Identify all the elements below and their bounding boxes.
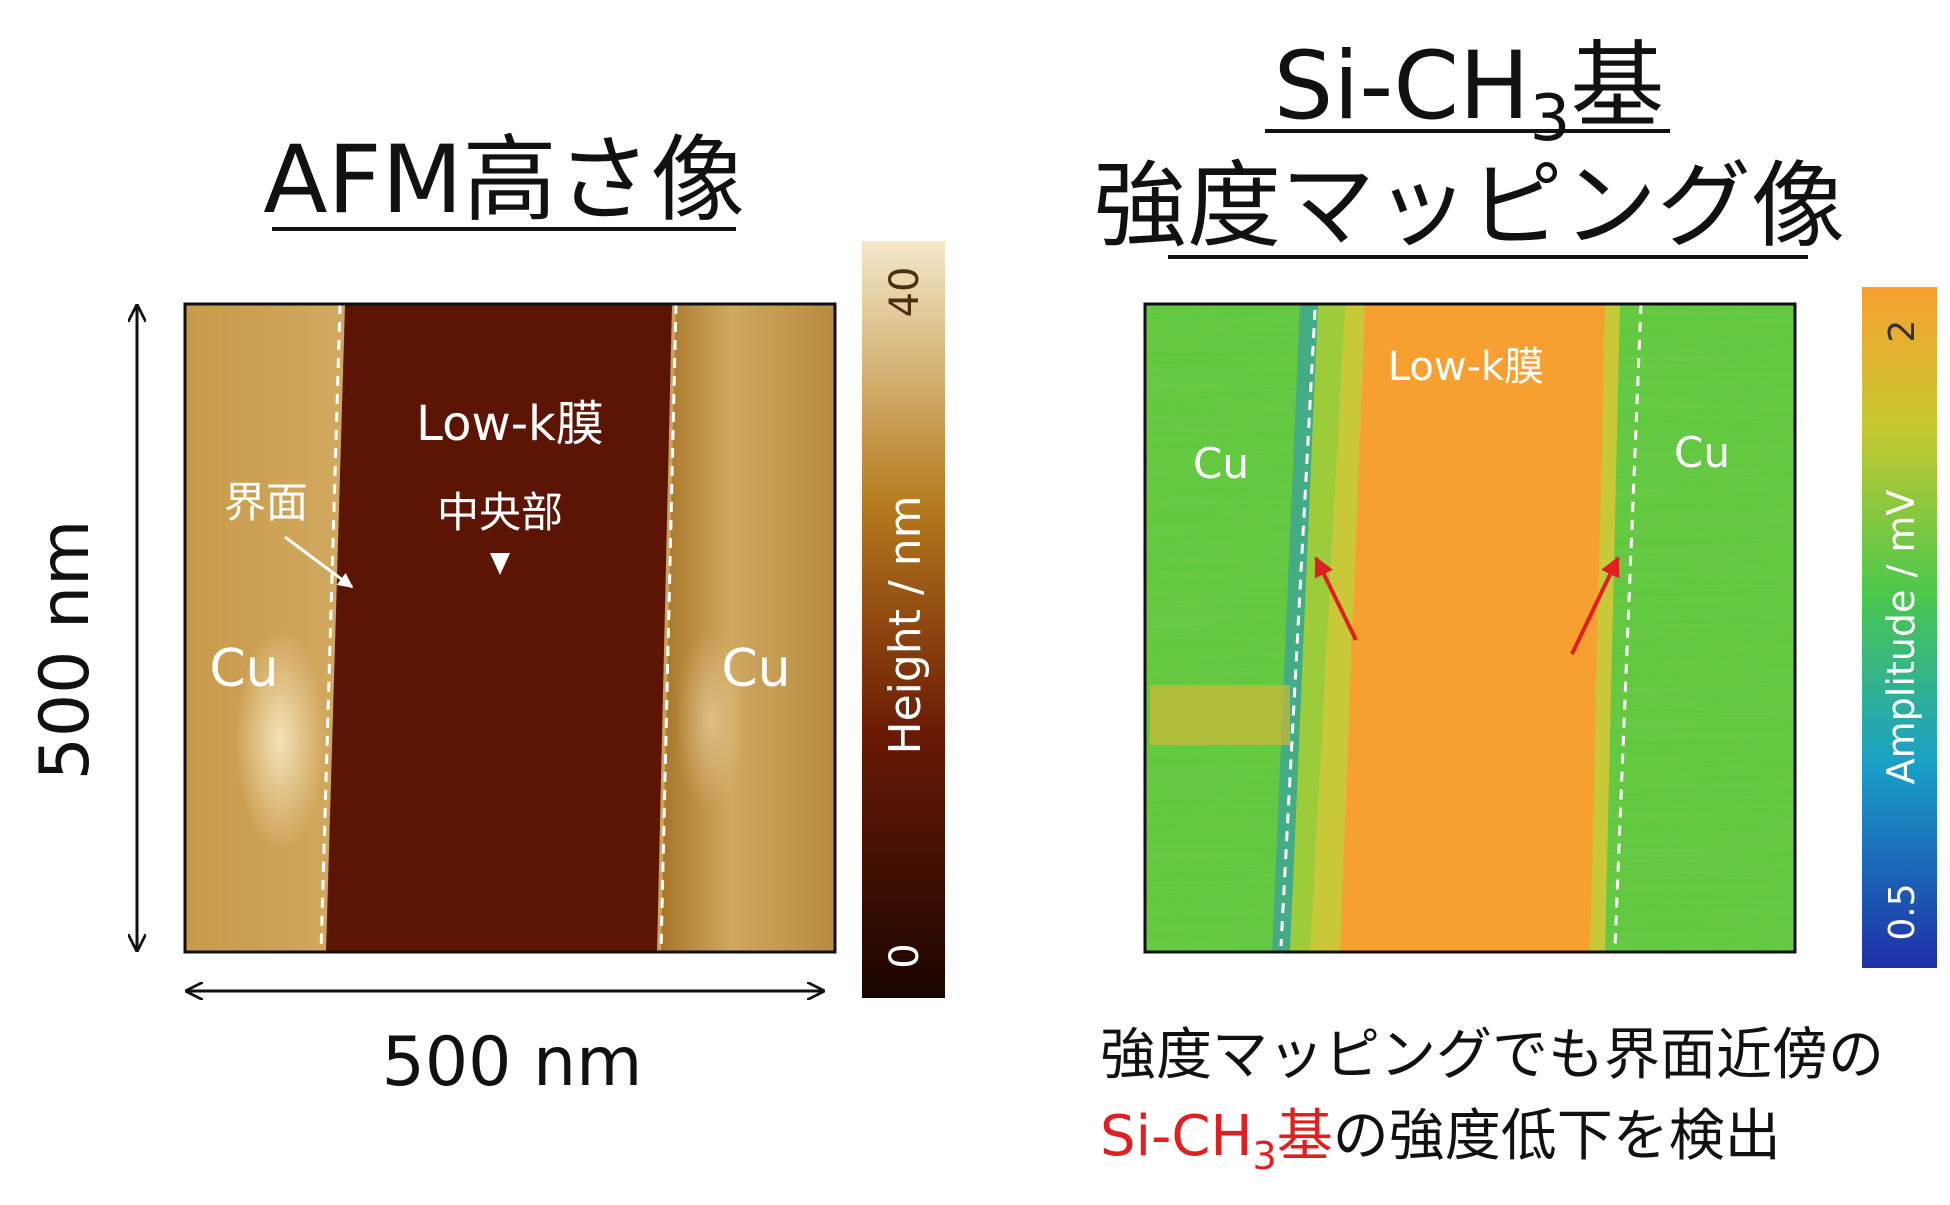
red-arrow [1314, 556, 1358, 641]
title-subscript: 3 [1530, 82, 1571, 156]
label-center: 中央部 [437, 488, 563, 537]
colorbar-max: 40 [882, 267, 928, 318]
label-cu: Cu [721, 639, 790, 699]
mapping-image [1143, 302, 1797, 954]
colorbar-max: 2 [1882, 320, 1923, 343]
title-text: 基 [1570, 32, 1664, 141]
colorbar [1862, 287, 1937, 968]
title-text: Si-CH [1274, 32, 1530, 141]
afm-image [183, 302, 837, 954]
caption-highlight: 基 [1277, 1104, 1333, 1169]
label-interface: 界面 [224, 478, 308, 527]
caption-line: Si-CH3基の強度低下を検出 [1100, 1104, 1781, 1178]
label-lowk: Low-k膜 [416, 396, 604, 452]
scale-label: 500 nm [26, 520, 105, 781]
caption-highlight: Si-CH [1100, 1104, 1253, 1169]
label-cu: Cu [1193, 439, 1249, 488]
colorbar-min: 0 [882, 943, 928, 968]
caption-subscript: 3 [1253, 1134, 1277, 1178]
left-title: AFM高さ像 [263, 126, 744, 235]
colorbar [862, 241, 945, 998]
label-lowk: Low-k膜 [1388, 344, 1544, 390]
caption-line: 強度マッピングでも界面近傍の [1100, 1023, 1884, 1088]
red-arrow [1570, 556, 1620, 655]
right-title: Si-CH3基 [1274, 32, 1665, 156]
center-arrow [490, 553, 510, 575]
label-cu: Cu [209, 639, 278, 699]
colorbar-label: Amplitude / mV [1879, 490, 1923, 785]
caption-text: の強度低下を検出 [1333, 1104, 1781, 1169]
right-title: 強度マッピング像 [1093, 152, 1845, 261]
interface-arrow [284, 535, 354, 589]
scale-label: 500 nm [382, 1023, 643, 1102]
label-cu: Cu [1674, 428, 1730, 477]
colorbar-label: Height / nm [880, 496, 931, 755]
colorbar-min: 0.5 [1882, 883, 1923, 940]
